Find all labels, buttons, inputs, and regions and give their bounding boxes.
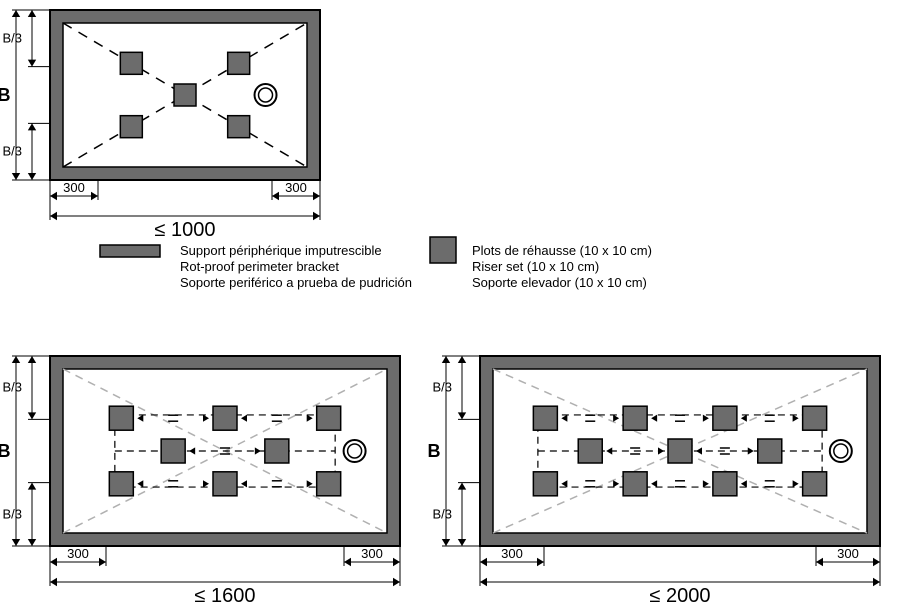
dim-B3-top: B/3	[432, 380, 452, 395]
dim-B: B	[0, 85, 11, 105]
riser-plot	[174, 84, 196, 106]
riser-plot	[803, 472, 827, 496]
technical-diagram: BB/3B/3300300≤ 1000BB/3B/3300300≤ 1600BB…	[0, 0, 900, 614]
legend: Support périphérique imputrescibleRot-pr…	[100, 237, 652, 290]
riser-plot	[120, 116, 142, 138]
riser-plot	[265, 439, 289, 463]
dim-B: B	[428, 441, 441, 461]
legend-riser-line: Riser set (10 x 10 cm)	[472, 259, 599, 274]
legend-bracket-line: Rot-proof perimeter bracket	[180, 259, 339, 274]
riser-plot	[758, 439, 782, 463]
riser-plot	[213, 472, 237, 496]
dim-width: ≤ 2000	[649, 585, 710, 607]
svg-text:300: 300	[837, 546, 859, 561]
dim-B3-bot: B/3	[2, 506, 22, 521]
riser-plot	[578, 439, 602, 463]
tray-diagram: B B/3 B/3 300 300 ≤ 2000	[428, 356, 881, 607]
dim-width: ≤ 1000	[154, 219, 215, 241]
svg-text:300: 300	[285, 180, 307, 195]
legend-riser-swatch	[430, 237, 456, 263]
riser-plot	[317, 406, 341, 430]
riser-plot	[120, 52, 142, 74]
svg-text:300: 300	[67, 546, 89, 561]
riser-plot	[533, 472, 557, 496]
dim-B3-top: B/3	[2, 380, 22, 395]
riser-plot	[668, 439, 692, 463]
dim-B3-bot: B/3	[432, 506, 452, 521]
legend-riser-line: Soporte elevador (10 x 10 cm)	[472, 275, 647, 290]
svg-text:300: 300	[63, 180, 85, 195]
dim-B3-bot: B/3	[2, 144, 22, 159]
legend-bracket-swatch	[100, 245, 160, 257]
riser-plot	[623, 406, 647, 430]
riser-plot	[109, 472, 133, 496]
riser-plot	[317, 472, 341, 496]
riser-plot	[623, 472, 647, 496]
tray-diagram: B B/3 B/3 300 300 ≤ 1000	[0, 10, 320, 241]
tray-diagram: B B/3 B/3 300 300 ≤ 1600	[0, 356, 400, 607]
riser-plot	[713, 472, 737, 496]
svg-text:300: 300	[501, 546, 523, 561]
riser-plot	[161, 439, 185, 463]
dim-B3-top: B/3	[2, 30, 22, 45]
dim-width: ≤ 1600	[194, 585, 255, 607]
legend-riser-line: Plots de réhausse (10 x 10 cm)	[472, 243, 652, 258]
riser-plot	[213, 406, 237, 430]
riser-plot	[713, 406, 737, 430]
riser-plot	[803, 406, 827, 430]
svg-text:300: 300	[361, 546, 383, 561]
legend-bracket-line: Support périphérique imputrescible	[180, 243, 382, 258]
riser-plot	[228, 116, 250, 138]
legend-bracket-line: Soporte periférico a prueba de pudrición	[180, 275, 412, 290]
dim-B: B	[0, 441, 11, 461]
riser-plot	[228, 52, 250, 74]
riser-plot	[109, 406, 133, 430]
riser-plot	[533, 406, 557, 430]
